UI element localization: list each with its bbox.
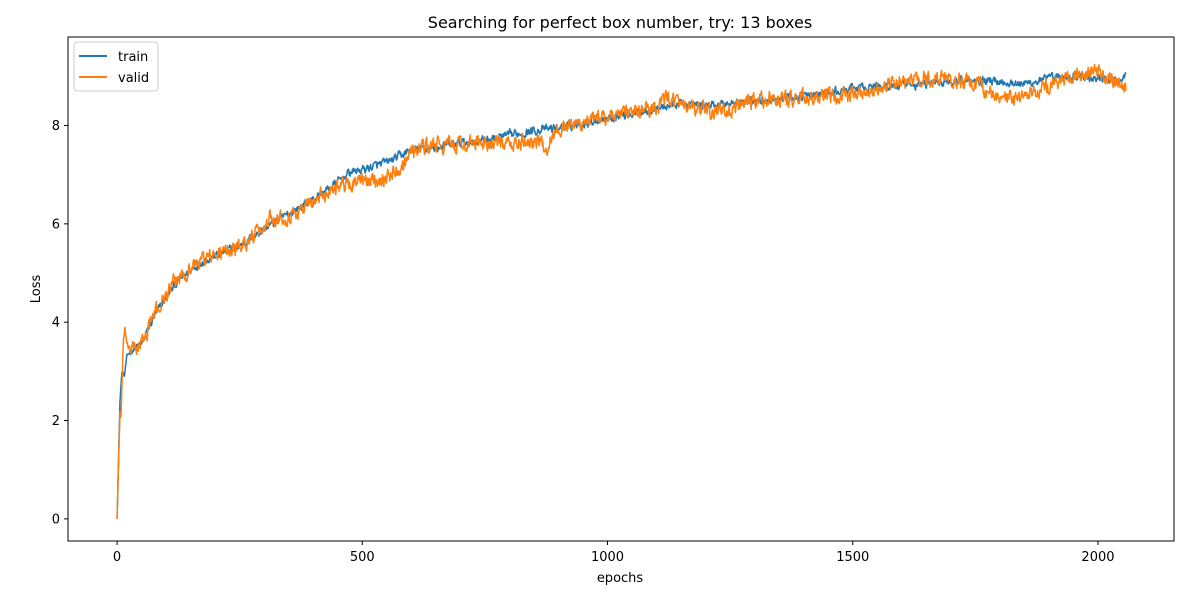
x-tick-label: 500 — [350, 550, 375, 565]
y-tick-label: 8 — [52, 119, 60, 134]
legend: train valid — [73, 41, 159, 92]
y-tick-label: 4 — [52, 316, 60, 331]
chart-title: Searching for perfect box number, try: 1… — [428, 13, 812, 32]
y-tick-label: 2 — [52, 414, 60, 429]
x-tick-label: 1000 — [591, 550, 624, 565]
plot-frame — [67, 36, 1175, 542]
legend-label-valid: valid — [118, 71, 149, 86]
x-tick-label: 0 — [113, 550, 121, 565]
x-tick-label: 2000 — [1081, 550, 1114, 565]
legend-box — [73, 41, 159, 92]
series-line-valid — [116, 63, 1127, 519]
x-axis-ticks: 0 500 1000 1500 2000 — [113, 541, 1115, 565]
y-axis-ticks: 0 2 4 6 8 — [52, 119, 68, 527]
y-tick-label: 0 — [52, 512, 60, 527]
legend-label-train: train — [118, 50, 148, 65]
x-tick-label: 1500 — [836, 550, 869, 565]
series-line-train — [116, 70, 1127, 519]
y-axis-label: Loss — [29, 275, 44, 304]
plot-area — [116, 63, 1127, 519]
x-axis-label: epochs — [597, 571, 644, 586]
y-tick-label: 6 — [52, 217, 60, 232]
